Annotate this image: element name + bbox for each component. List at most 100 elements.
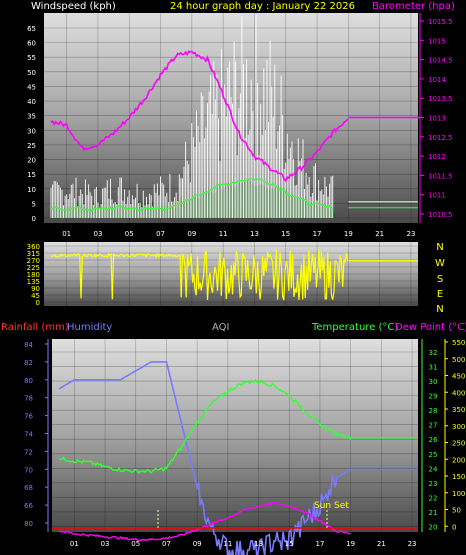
rainfall-axis-title: Rainfall (mm) [1,322,69,333]
wind-x-tick-label: 03 [93,230,102,238]
aqi-y-tick-label: 500 [452,356,465,364]
temperature-humidity-panel: 32 31 30 29 28 27 26 25 24 23 22 21 20 84 82 80 78 76 74 72… [24,339,465,555]
dewpoint-axis-title: Dew Point (°C) [395,322,466,333]
wind-average-series [50,177,334,212]
aqi-axis-title: AQI [212,322,230,333]
barometer-y-tick-label: 1013 [428,115,446,123]
compass-s: S [437,274,443,285]
barometer-y-tick-label: 1011 [428,192,446,200]
temp-x-tick-label: 13 [254,540,263,548]
humidity-y-tick-label: 70 [24,466,33,474]
direction-y-tick-label: 225 [27,264,40,272]
humidity-y-tick-label: 80 [24,377,33,385]
humidity-y-tick-label: 72 [24,448,33,456]
wind-y-tick-label: 65 [27,25,36,33]
wind-y-tick-label: 10 [27,186,36,194]
wind-x-tick-label: 21 [375,230,384,238]
windspeed-axis-title: Windspeed (kph) [31,1,116,12]
barometer-y-tick-label: 1012 [428,153,446,161]
humidity-y-tick-label: 82 [24,359,33,367]
humidity-y-tick-label: 84 [24,341,33,349]
compass-scale: N W S E N [435,242,445,315]
humidity-y-tick-label: 76 [24,413,33,421]
wind-x-tick-label: 07 [156,230,165,238]
temperature-y-tick-label: 32 [429,349,438,357]
wind-y-tick-label: 0 [32,215,36,223]
compass-w: W [435,258,445,269]
barometer-y-tick-label: 1015 [428,37,446,45]
humidity-y-tick-label: 78 [24,395,33,403]
wind-y-tick-label: 5 [32,200,36,208]
sunset-label: Sun Set [314,501,349,511]
wind-y-tick-label: 30 [27,127,36,135]
wind-y-tick-label: 20 [27,157,36,165]
temperature-series [58,378,352,475]
wind-y-tick-label: 40 [27,98,36,106]
wind-x-tick-label: 17 [313,230,322,238]
wind-y-tick-label: 25 [27,142,36,150]
aqi-y-tick-label: 400 [452,389,465,397]
wind-x-tick-label: 19 [344,230,353,238]
humidity-series [58,361,352,555]
wind-x-tick-label: 05 [125,230,134,238]
temperature-y-tick-label: 29 [429,393,438,401]
aqi-y-tick-label: 50 [452,507,461,515]
aqi-y-tick-label: 350 [452,406,465,414]
direction-y-tick-label: 0 [36,299,40,307]
temperature-y-tick-label: 31 [429,364,438,372]
wind-y-tick-label: 60 [27,40,36,48]
temp-x-tick-label: 07 [162,540,171,548]
temperature-y-tick-label: 20 [429,523,438,531]
barometer-y-tick-label: 1013.5 [428,95,453,103]
aqi-y-tick-label: 450 [452,373,465,381]
temp-x-tick-label: 23 [408,540,417,548]
direction-y-tick-label: 135 [27,278,40,286]
barometer-y-tick-label: 1011.5 [428,172,453,180]
wind-x-tick-label: 23 [406,230,415,238]
direction-y-tick-label: 45 [31,292,40,300]
humidity-axis-title: Humidity [67,322,112,333]
temp-x-tick-label: 11 [223,540,232,548]
temperature-y-tick-label: 30 [429,378,438,386]
wind-y-tick-label: 45 [27,83,36,91]
aqi-y-tick-label: 0 [452,523,456,531]
dewpoint-series [58,501,351,542]
aqi-y-tick-label: 150 [452,473,465,481]
compass-n-bottom: N [436,304,443,315]
chart-title: 24 hour graph day : January 22 2026 [170,1,355,12]
aqi-y-tick-label: 100 [452,490,465,498]
temp-x-tick-label: 05 [131,540,140,548]
wind-x-tick-label: 11 [219,230,228,238]
temperature-y-tick-label: 22 [429,494,438,502]
barometer-series [50,50,349,183]
aqi-y-tick-label: 550 [452,339,465,347]
direction-y-tick-label: 90 [31,285,40,293]
aqi-y-tick-label: 200 [452,456,465,464]
wind-x-tick-label: 09 [187,230,196,238]
wind-direction-series [50,249,349,301]
barometer-y-tick-label: 1010.5 [428,211,453,219]
humidity-y-tick-label: 74 [24,431,33,439]
direction-y-tick-label: 270 [27,257,40,265]
barometer-y-tick-label: 1014 [428,76,446,84]
barometer-y-tick-label: 1015.5 [428,18,453,26]
temperature-y-tick-label: 25 [429,451,438,459]
wind-y-tick-label: 50 [27,69,36,77]
temperature-y-tick-label: 21 [429,509,438,517]
wind-x-tick-label: 01 [62,230,71,238]
wind-y-tick-label: 15 [27,171,36,179]
wind-x-tick-label: 13 [250,230,259,238]
barometer-y-tick-label: 1014.5 [428,57,453,65]
temp-x-tick-label: 15 [285,540,294,548]
temp-x-tick-label: 19 [346,540,355,548]
temperature-y-tick-label: 27 [429,422,438,430]
aqi-y-tick-label: 300 [452,423,465,431]
temp-plot-area [52,339,418,532]
temp-x-tick-label: 01 [70,540,79,548]
temp-x-tick-label: 17 [315,540,324,548]
direction-y-tick-label: 180 [27,271,40,279]
humidity-y-tick-label: 68 [24,484,33,492]
barometer-y-tick-label: 1012.5 [428,134,453,142]
aqi-y-tick-label: 250 [452,440,465,448]
